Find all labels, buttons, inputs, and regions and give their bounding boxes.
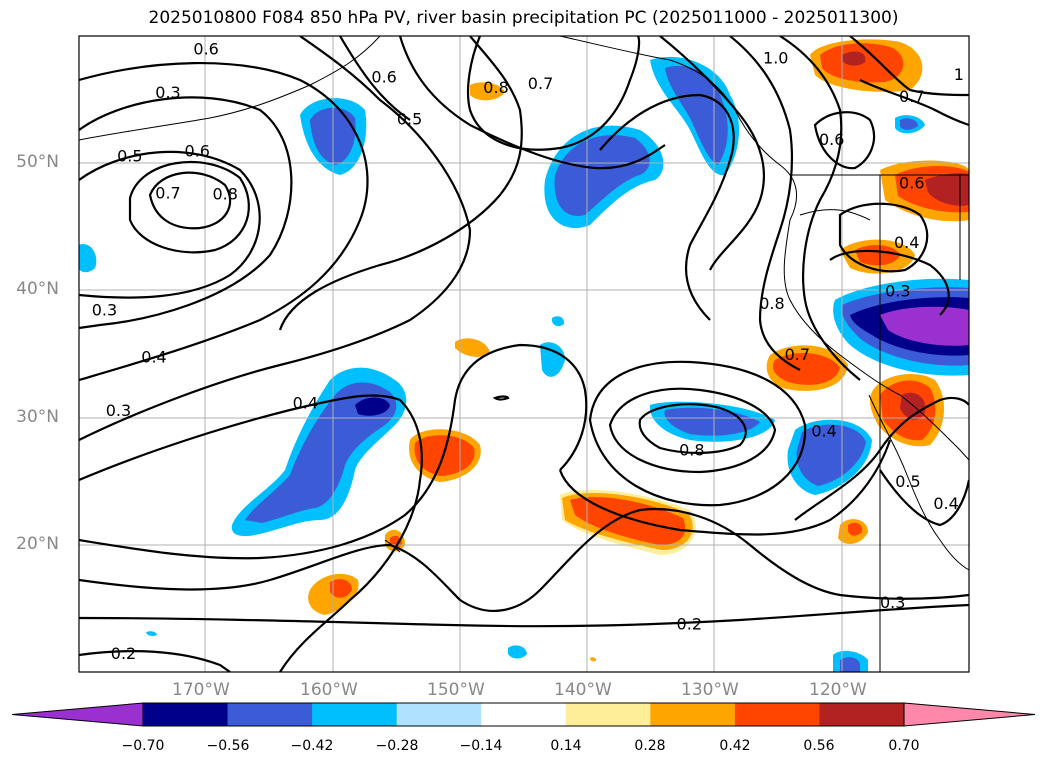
map-plot-area: [79, 36, 969, 672]
contour-label: 0.3: [885, 281, 910, 300]
colorbar-tick-label: −0.14: [459, 738, 503, 754]
colorbar-extend-high: [903, 702, 1036, 727]
contour-label: 0.2: [111, 644, 136, 663]
contour-label: 0.4: [141, 348, 166, 367]
contour-label: 0.3: [106, 401, 131, 420]
colorbar-segment: [396, 703, 482, 726]
contour-label: 0.5: [895, 472, 920, 491]
contour-label: 0.6: [371, 68, 396, 87]
contour-label: 0.8: [759, 294, 784, 313]
colorbar-segment: [819, 703, 905, 726]
lat-label-20n: 20°N: [16, 534, 59, 554]
colorbar-tick-label: 0.14: [550, 738, 582, 754]
contour-label: 1: [954, 65, 964, 84]
contour-label: 0.6: [819, 130, 844, 149]
contour-label: 0.5: [117, 147, 142, 166]
colorbar-segment: [481, 703, 567, 726]
colorbar-segment: [565, 703, 651, 726]
contour-label: 0.2: [677, 615, 702, 634]
lat-label-50n: 50°N: [16, 152, 59, 172]
lon-label-170w: 170°W: [172, 680, 230, 700]
lat-label-40n: 40°N: [16, 279, 59, 299]
colorbar-segment: [650, 703, 736, 726]
lon-label-140w: 140°W: [554, 680, 612, 700]
colorbar-tick-label: 0.28: [634, 738, 666, 754]
contour-label: 0.8: [483, 78, 508, 97]
contour-label: 0.4: [293, 393, 318, 412]
contour-label: 0.8: [679, 440, 704, 459]
colorbar: [11, 702, 1036, 727]
pv-contours: [79, 36, 969, 672]
colorbar-tick-label: −0.28: [375, 738, 419, 754]
lon-label-160w: 160°W: [300, 680, 358, 700]
colorbar-segment: [312, 703, 398, 726]
lat-label-30n: 30°N: [16, 407, 59, 427]
map-title: 2025010800 F084 850 hPa PV, river basin …: [148, 8, 899, 28]
contour-label: 0.4: [933, 494, 958, 513]
contour-label-layer: 0.6 0.3 0.5 0.6 0.7 0.8 0.6 0.5 0.8 0.7 1.0 1 0.7 0.6…: [92, 40, 964, 663]
colorbar-extend-low: [11, 702, 144, 727]
colorbar-segment: [143, 703, 229, 726]
map-frame: [78, 35, 970, 673]
lon-label-130w: 130°W: [681, 680, 739, 700]
contour-label: 0.5: [397, 110, 422, 129]
contour-label: 0.6: [899, 173, 924, 192]
coastlines: [79, 36, 969, 672]
contour-label: 0.7: [155, 183, 180, 202]
contour-label: 0.4: [811, 421, 836, 440]
lon-label-150w: 150°W: [427, 680, 485, 700]
contour-label: 0.7: [528, 74, 553, 93]
colorbar-segment: [734, 703, 820, 726]
contour-label: 0.6: [185, 141, 210, 160]
colorbar-tick-label: 0.70: [888, 738, 920, 754]
colorbar-segment: [227, 703, 313, 726]
contour-label: 0.3: [92, 300, 117, 319]
colorbar-tick-label: −0.56: [206, 738, 250, 754]
lon-label-120w: 120°W: [809, 680, 867, 700]
contour-label: 0.6: [193, 40, 218, 59]
colorbar-tick-label: 0.42: [719, 738, 751, 754]
contour-label: 0.7: [785, 345, 810, 364]
precipitation-shading: [79, 39, 969, 672]
contour-label: 0.7: [899, 87, 924, 106]
contour-label: 0.3: [880, 593, 905, 612]
contour-label: 1.0: [763, 49, 788, 68]
contour-label: 0.8: [212, 185, 237, 204]
colorbar-tick-label: 0.56: [803, 738, 835, 754]
contour-label: 0.4: [894, 233, 919, 252]
colorbar-tick-label: −0.42: [290, 738, 334, 754]
contour-label: 0.3: [155, 83, 180, 102]
colorbar-tick-label: −0.70: [121, 738, 165, 754]
